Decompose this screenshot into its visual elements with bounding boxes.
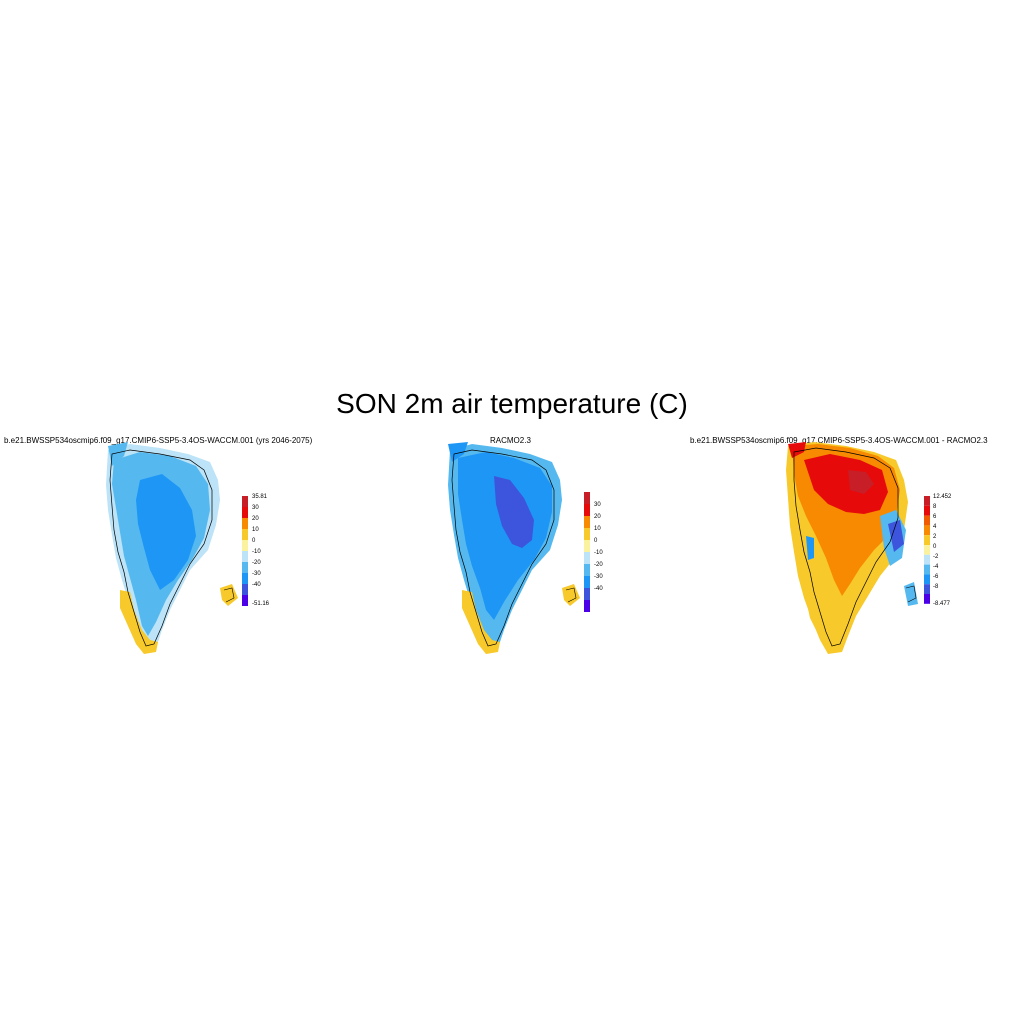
colorbar-swatch bbox=[584, 540, 590, 552]
colorbar-label: 10 bbox=[594, 526, 601, 532]
colorbar-swatch bbox=[242, 584, 248, 595]
colorbar-swatch bbox=[924, 535, 930, 545]
colorbar-label: 0 bbox=[594, 538, 598, 544]
colorbar-label: 4 bbox=[933, 524, 937, 530]
colorbar-swatch bbox=[242, 496, 248, 507]
colorbar-swatch bbox=[584, 504, 590, 516]
colorbar-label: 10 bbox=[252, 527, 259, 533]
panel-title-racmo: RACMO2.3 bbox=[490, 436, 531, 445]
colorbar-label: -8 bbox=[933, 584, 939, 590]
colorbar-swatch bbox=[584, 564, 590, 576]
colorbar-label: 12.452 bbox=[933, 494, 952, 500]
colorbar-swatch bbox=[242, 551, 248, 562]
colorbar-swatch bbox=[924, 496, 930, 506]
ice-sheet-field bbox=[448, 442, 580, 654]
colorbar-swatch bbox=[924, 515, 930, 526]
map-panel-difference: 12.452 8 6 4 2 0 -2 -4 -6 -8 -8.477 bbox=[786, 442, 952, 654]
colorbar-swatch bbox=[924, 594, 930, 604]
colorbar-label: 2 bbox=[933, 534, 937, 540]
colorbar: 35.81 30 20 10 0 -10 -20 -30 -40 -51.16 bbox=[242, 494, 270, 607]
colorbar-swatch bbox=[242, 595, 248, 606]
colorbar-label: 30 bbox=[594, 502, 601, 508]
colorbar-label: -30 bbox=[594, 574, 603, 580]
colorbar-swatch bbox=[242, 529, 248, 540]
panel-title-difference: b.e21.BWSSP534oscmip6.f09_g17.CMIP6-SSP5… bbox=[690, 436, 988, 445]
colorbar-label: 0 bbox=[933, 544, 937, 550]
colorbar-swatch bbox=[584, 600, 590, 612]
colorbar-swatch bbox=[242, 573, 248, 584]
panel-title-model: b.e21.BWSSP534oscmip6.f09_g17.CMIP6-SSP5… bbox=[4, 436, 313, 445]
colorbar-label: -8.477 bbox=[933, 601, 951, 607]
colorbar-label: -10 bbox=[594, 550, 603, 556]
colorbar-swatch bbox=[584, 588, 590, 600]
coastline bbox=[451, 449, 555, 647]
colorbar-swatch bbox=[924, 584, 930, 594]
colorbar-swatch bbox=[584, 576, 590, 588]
colorbar-swatch bbox=[584, 516, 590, 528]
colorbar-swatch bbox=[242, 518, 248, 529]
colorbar-label: 30 bbox=[252, 505, 259, 511]
colorbar-label: -2 bbox=[933, 554, 939, 560]
colorbar-swatch bbox=[924, 525, 930, 536]
colorbar-label: -51.16 bbox=[252, 601, 270, 607]
coastline bbox=[793, 447, 899, 647]
colorbar-swatch bbox=[924, 574, 930, 585]
colorbar-swatch bbox=[584, 552, 590, 564]
colorbar-label: -20 bbox=[594, 562, 603, 568]
colorbar-label: -20 bbox=[252, 560, 261, 566]
colorbar-label: 20 bbox=[252, 516, 259, 522]
colorbar-label: 8 bbox=[933, 504, 937, 510]
coastline bbox=[109, 449, 213, 647]
colorbar: 12.452 8 6 4 2 0 -2 -4 -6 -8 -8.477 bbox=[924, 494, 952, 607]
map-panel-racmo: 30 20 10 0 -10 -20 -30 -40 bbox=[448, 442, 603, 654]
colorbar-label: -30 bbox=[252, 571, 261, 577]
map-panel-model: 35.81 30 20 10 0 -10 -20 -30 -40 -51.16 bbox=[106, 442, 270, 654]
colorbar-label: 0 bbox=[252, 538, 256, 544]
colorbar-label: 6 bbox=[933, 514, 937, 520]
colorbar-label: -10 bbox=[252, 549, 261, 555]
colorbar-swatch bbox=[242, 540, 248, 551]
colorbar-label: 20 bbox=[594, 514, 601, 520]
figure-title: SON 2m air temperature (C) bbox=[336, 388, 688, 419]
difference-field bbox=[786, 442, 918, 654]
colorbar-label: 35.81 bbox=[252, 494, 268, 500]
colorbar-swatch bbox=[584, 528, 590, 540]
colorbar-swatch bbox=[584, 492, 590, 504]
colorbar-swatch bbox=[242, 507, 248, 518]
colorbar-swatch bbox=[924, 545, 930, 555]
colorbar-swatch bbox=[242, 562, 248, 573]
colorbar-swatch bbox=[924, 554, 930, 565]
colorbar-swatch bbox=[924, 564, 930, 575]
ice-sheet-field bbox=[106, 442, 238, 654]
colorbar: 30 20 10 0 -10 -20 -30 -40 bbox=[584, 492, 603, 612]
colorbar-label: -40 bbox=[594, 586, 603, 592]
colorbar-label: -6 bbox=[933, 574, 939, 580]
colorbar-label: -4 bbox=[933, 564, 939, 570]
colorbar-swatch bbox=[924, 505, 930, 516]
colorbar-label: -40 bbox=[252, 582, 261, 588]
